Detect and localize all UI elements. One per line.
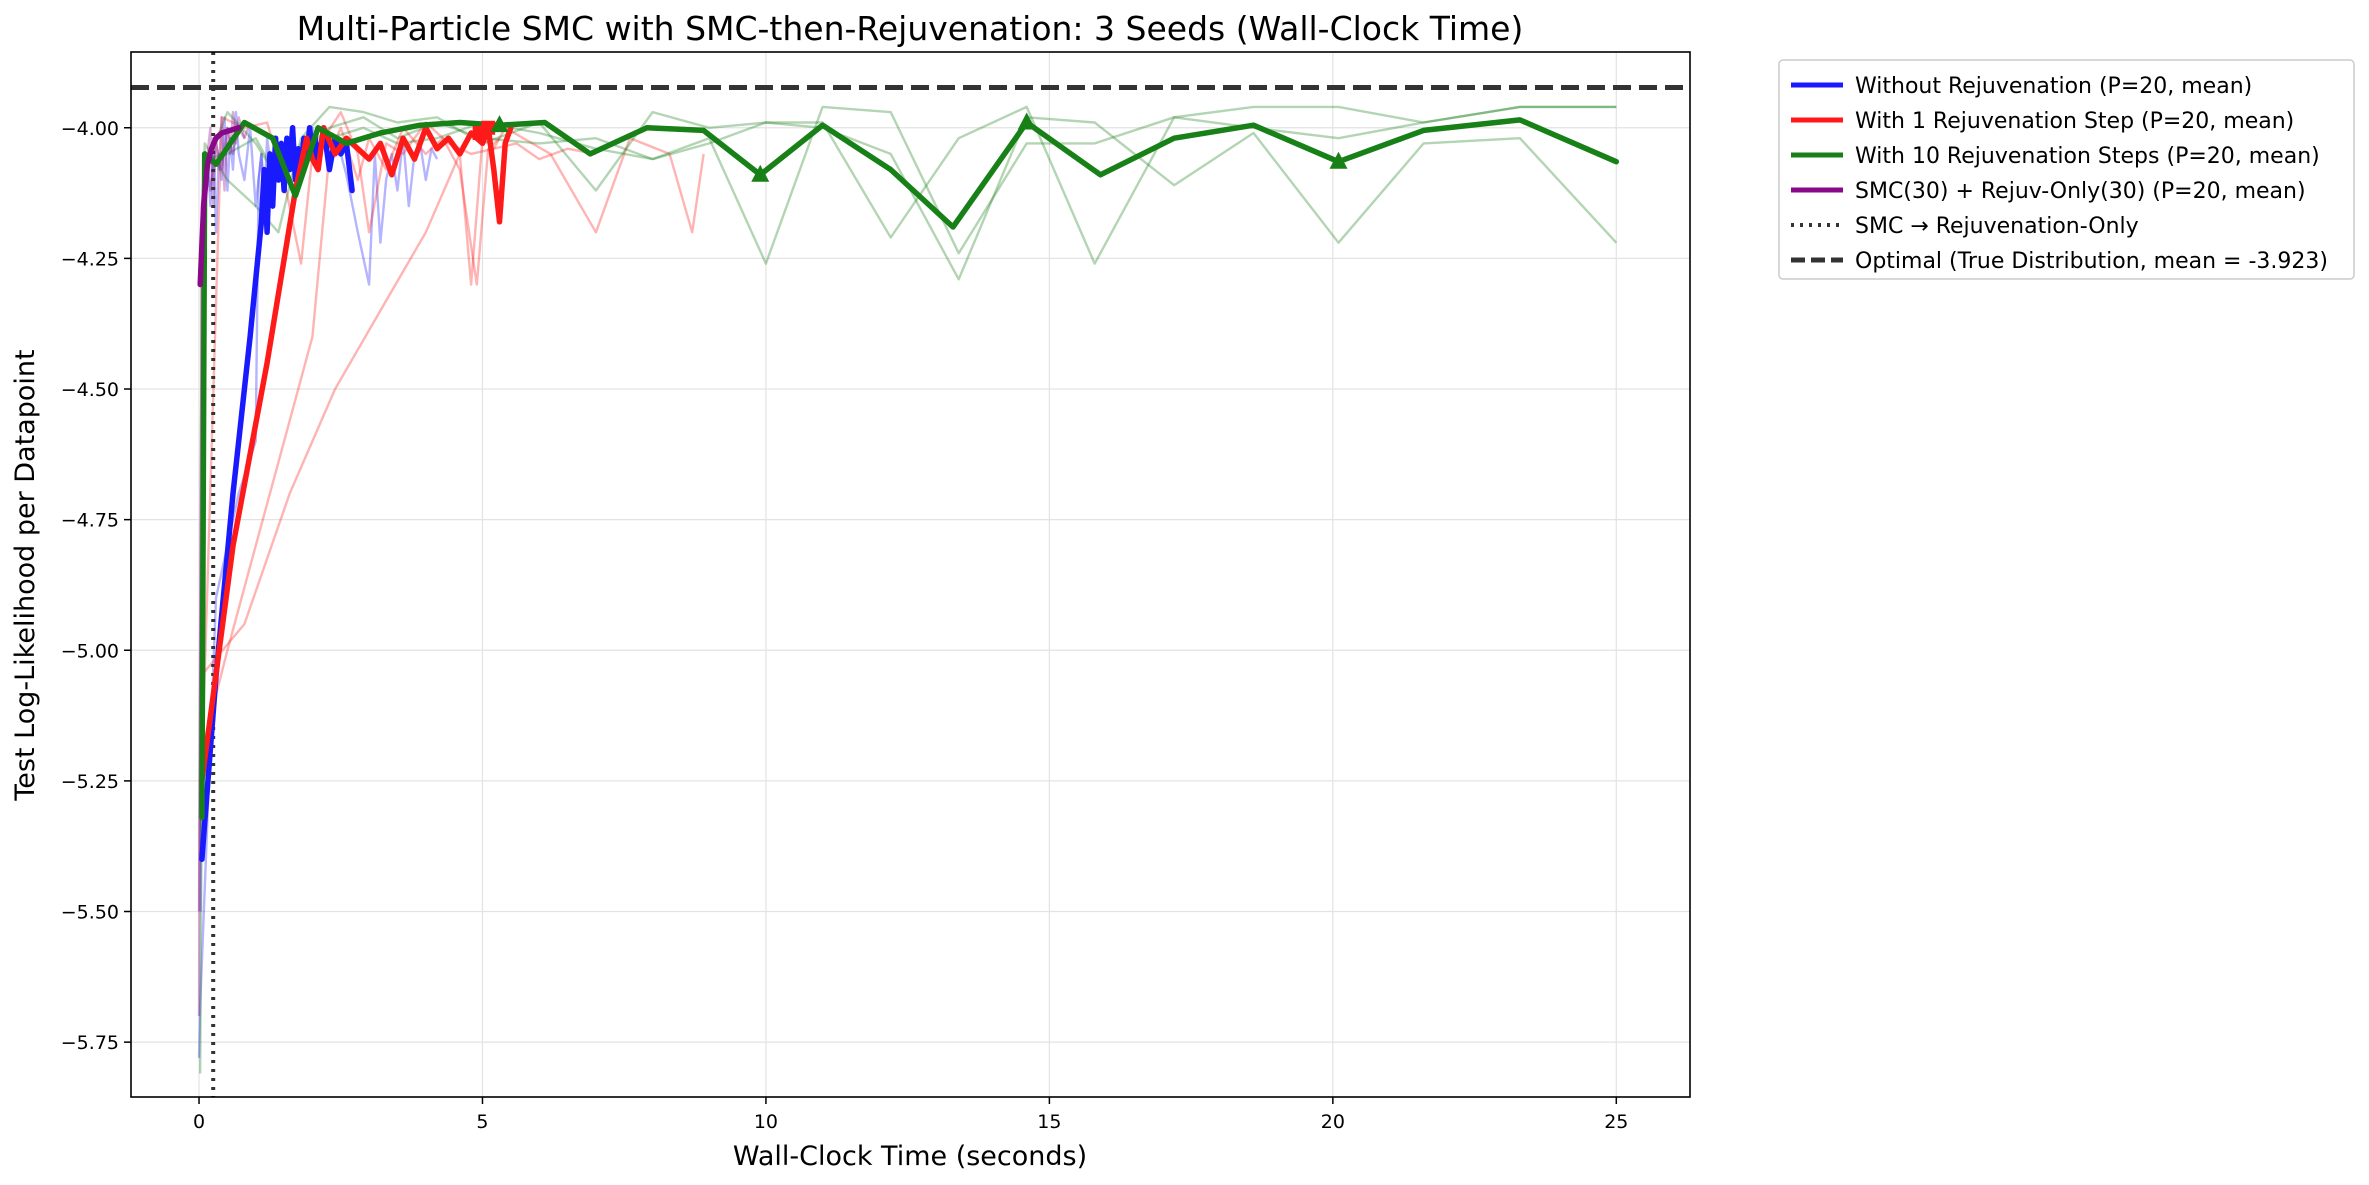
y-axis: −5.75 −5.50 −5.25 −5.00 −4.75 −4.50 −4.25 −4.00: [61, 118, 131, 1054]
legend-label: With 10 Rejuvenation Steps (P=20, mean): [1855, 144, 2320, 169]
y-tick-label: −4.75: [61, 510, 119, 532]
plot-area: [130, 51, 1691, 1098]
y-tick-label: −4.50: [61, 379, 119, 401]
x-tick-label: 25: [1604, 1111, 1628, 1133]
reference-lines: [131, 52, 1690, 1097]
x-tick-label: 15: [1037, 1111, 1061, 1133]
seed-trace-line: [199, 105, 1617, 808]
legend-label: Optimal (True Distribution, mean = -3.92…: [1855, 249, 2328, 274]
marker-triangle: [1017, 112, 1036, 130]
y-axis-title: Test Log-Likelihood per Datapoint: [10, 349, 41, 801]
series-line: [197, 125, 242, 288]
marker-triangle: [751, 164, 770, 182]
legend-label: Without Rejuvenation (P=20, mean): [1855, 74, 2252, 99]
data-markers: [472, 112, 1348, 182]
chart-title: Multi-Particle SMC with SMC-then-Rejuven…: [297, 9, 1524, 48]
x-tick-label: 0: [193, 1111, 205, 1133]
x-axis-title: Wall-Clock Time (seconds): [733, 1141, 1087, 1172]
gridlines: [131, 52, 1690, 1097]
legend-label: SMC → Rejuvenation-Only: [1855, 214, 2139, 239]
x-axis: 0 5 10 15 20 25: [193, 1097, 1628, 1133]
y-tick-label: −5.50: [61, 902, 119, 924]
plot-frame: [130, 51, 1691, 1098]
marker-triangle: [1329, 151, 1348, 169]
legend-box: [1778, 59, 2355, 280]
y-tick-label: −5.25: [61, 771, 119, 793]
x-tick-label: 5: [476, 1111, 488, 1133]
x-tick-label: 10: [754, 1111, 778, 1133]
y-tick-label: −5.75: [61, 1032, 119, 1054]
legend: Without Rejuvenation (P=20, mean) With 1 …: [1778, 59, 2355, 280]
y-tick-label: −4.25: [61, 248, 119, 270]
y-tick-label: −4.00: [61, 118, 119, 140]
x-tick-label: 20: [1321, 1111, 1345, 1133]
legend-label: SMC(30) + Rejuv-Only(30) (P=20, mean): [1855, 179, 2306, 204]
series-line: [199, 117, 1620, 821]
y-tick-label: −5.00: [61, 640, 119, 662]
marker-triangle: [490, 115, 509, 133]
legend-label: With 1 Rejuvenation Step (P=20, mean): [1855, 109, 2294, 134]
